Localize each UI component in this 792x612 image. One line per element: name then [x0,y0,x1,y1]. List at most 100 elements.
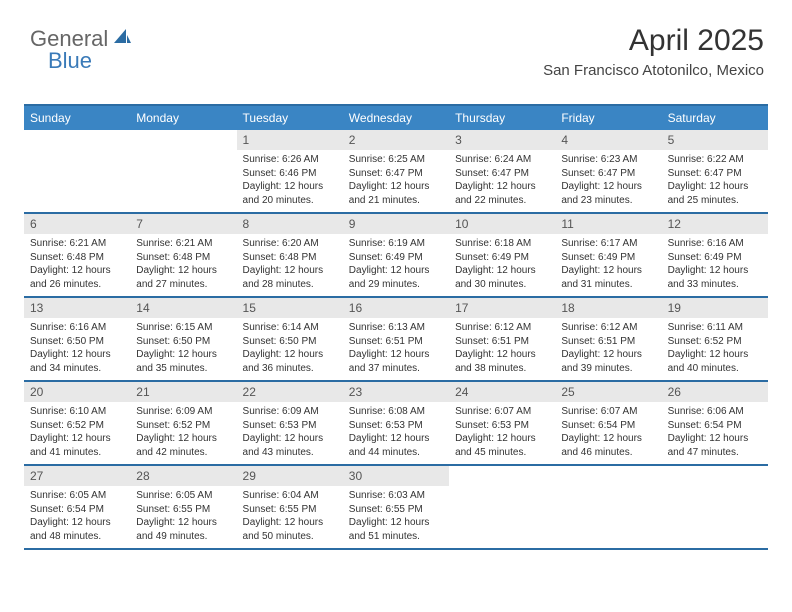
day-content-cell [24,150,130,212]
page-title: April 2025 [543,24,764,58]
day-text-line: and 46 minutes. [561,446,655,460]
day-number-cell: 17 [449,298,555,318]
day-text-line: Sunrise: 6:09 AM [136,405,230,419]
day-number-cell: 19 [662,298,768,318]
day-text-line: Daylight: 12 hours [136,432,230,446]
day-content-cell: Sunrise: 6:21 AMSunset: 6:48 PMDaylight:… [130,234,236,296]
day-content-cell: Sunrise: 6:03 AMSunset: 6:55 PMDaylight:… [343,486,449,548]
day-number-cell: 22 [237,382,343,402]
day-text-line: and 34 minutes. [30,362,124,376]
day-number-cell: 16 [343,298,449,318]
day-text-line: Sunset: 6:47 PM [455,167,549,181]
day-number-row: 13141516171819 [24,298,768,318]
day-text-line: Daylight: 12 hours [668,432,762,446]
day-content-cell: Sunrise: 6:09 AMSunset: 6:52 PMDaylight:… [130,402,236,464]
day-text-line: Daylight: 12 hours [243,432,337,446]
day-text-line: Daylight: 12 hours [349,264,443,278]
day-text-line: Sunrise: 6:23 AM [561,153,655,167]
day-number-cell: 12 [662,214,768,234]
day-content-cell: Sunrise: 6:24 AMSunset: 6:47 PMDaylight:… [449,150,555,212]
day-text-line: Sunset: 6:50 PM [136,335,230,349]
day-text-line: Sunrise: 6:13 AM [349,321,443,335]
day-text-line: Sunset: 6:53 PM [349,419,443,433]
day-header: Wednesday [343,106,449,130]
day-text-line: Daylight: 12 hours [349,348,443,362]
day-text-line: Sunrise: 6:07 AM [455,405,549,419]
calendar-table: SundayMondayTuesdayWednesdayThursdayFrid… [24,104,768,550]
day-text-line: and 50 minutes. [243,530,337,544]
day-content-cell: Sunrise: 6:19 AMSunset: 6:49 PMDaylight:… [343,234,449,296]
day-number-cell: 1 [237,130,343,150]
day-text-line: Sunset: 6:55 PM [349,503,443,517]
brand-sail-icon [112,25,132,51]
day-text-line: Sunset: 6:54 PM [30,503,124,517]
day-text-line: and 40 minutes. [668,362,762,376]
day-text-line: Sunset: 6:53 PM [243,419,337,433]
calendar-week: 6789101112Sunrise: 6:21 AMSunset: 6:48 P… [24,214,768,298]
day-header: Thursday [449,106,555,130]
day-text-line: Daylight: 12 hours [136,516,230,530]
day-text-line: Sunrise: 6:07 AM [561,405,655,419]
day-content-cell: Sunrise: 6:07 AMSunset: 6:53 PMDaylight:… [449,402,555,464]
day-text-line: and 47 minutes. [668,446,762,460]
day-text-line: Sunrise: 6:25 AM [349,153,443,167]
day-number-cell: 2 [343,130,449,150]
day-number-cell: 20 [24,382,130,402]
day-content-cell: Sunrise: 6:04 AMSunset: 6:55 PMDaylight:… [237,486,343,548]
day-content-cell: Sunrise: 6:25 AMSunset: 6:47 PMDaylight:… [343,150,449,212]
day-number-cell: 24 [449,382,555,402]
calendar-week: 13141516171819Sunrise: 6:16 AMSunset: 6:… [24,298,768,382]
day-text-line: Sunset: 6:48 PM [136,251,230,265]
day-text-line: Sunset: 6:54 PM [561,419,655,433]
day-text-line: Sunset: 6:49 PM [668,251,762,265]
day-number-cell [24,130,130,150]
day-content-cell: Sunrise: 6:13 AMSunset: 6:51 PMDaylight:… [343,318,449,380]
day-content-cell: Sunrise: 6:12 AMSunset: 6:51 PMDaylight:… [555,318,661,380]
location-subtitle: San Francisco Atotonilco, Mexico [543,62,764,79]
day-text-line: Sunrise: 6:21 AM [136,237,230,251]
day-text-line: Daylight: 12 hours [30,348,124,362]
day-text-line: Sunrise: 6:09 AM [243,405,337,419]
day-text-line: Sunset: 6:48 PM [243,251,337,265]
day-number-row: 27282930 [24,466,768,486]
day-text-line: Daylight: 12 hours [561,432,655,446]
day-text-line: Sunrise: 6:21 AM [30,237,124,251]
day-content-cell: Sunrise: 6:05 AMSunset: 6:55 PMDaylight:… [130,486,236,548]
day-text-line: Daylight: 12 hours [668,264,762,278]
day-number-cell: 23 [343,382,449,402]
day-text-line: and 42 minutes. [136,446,230,460]
day-number-cell: 25 [555,382,661,402]
day-text-line: Daylight: 12 hours [455,180,549,194]
day-content-cell: Sunrise: 6:17 AMSunset: 6:49 PMDaylight:… [555,234,661,296]
day-text-line: and 38 minutes. [455,362,549,376]
day-header: Monday [130,106,236,130]
day-text-line: Daylight: 12 hours [136,264,230,278]
header-right: April 2025 San Francisco Atotonilco, Mex… [543,24,764,79]
day-content-cell: Sunrise: 6:23 AMSunset: 6:47 PMDaylight:… [555,150,661,212]
day-content-cell: Sunrise: 6:06 AMSunset: 6:54 PMDaylight:… [662,402,768,464]
day-text-line: Sunrise: 6:24 AM [455,153,549,167]
day-text-line: Daylight: 12 hours [136,348,230,362]
day-text-line: and 21 minutes. [349,194,443,208]
day-text-line: Sunset: 6:49 PM [561,251,655,265]
day-text-line: and 48 minutes. [30,530,124,544]
day-number-cell [130,130,236,150]
day-text-line: and 29 minutes. [349,278,443,292]
day-text-line: Sunset: 6:46 PM [243,167,337,181]
day-text-line: Sunrise: 6:14 AM [243,321,337,335]
day-text-line: Sunset: 6:50 PM [30,335,124,349]
calendar-header-row: SundayMondayTuesdayWednesdayThursdayFrid… [24,106,768,130]
day-text-line: and 26 minutes. [30,278,124,292]
day-text-line: Daylight: 12 hours [561,264,655,278]
day-header: Saturday [662,106,768,130]
day-text-line: Sunset: 6:50 PM [243,335,337,349]
day-content-cell: Sunrise: 6:26 AMSunset: 6:46 PMDaylight:… [237,150,343,212]
day-text-line: Sunset: 6:52 PM [30,419,124,433]
day-text-line: Daylight: 12 hours [30,264,124,278]
day-content-cell: Sunrise: 6:15 AMSunset: 6:50 PMDaylight:… [130,318,236,380]
day-text-line: and 51 minutes. [349,530,443,544]
day-number-cell: 30 [343,466,449,486]
day-text-line: and 25 minutes. [668,194,762,208]
day-text-line: Sunset: 6:47 PM [349,167,443,181]
calendar-week: 27282930Sunrise: 6:05 AMSunset: 6:54 PMD… [24,466,768,550]
